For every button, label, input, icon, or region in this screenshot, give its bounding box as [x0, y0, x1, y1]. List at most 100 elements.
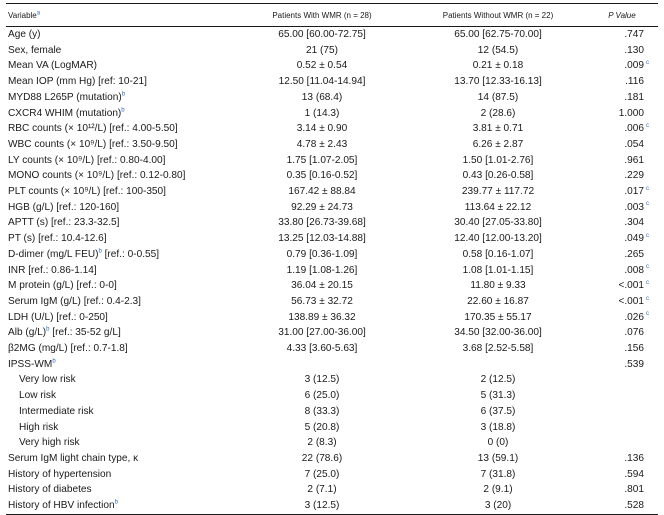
variable-label-suffix: [ref.: 35-52 g/L] [49, 327, 121, 339]
row-variable: Age (y) [6, 27, 234, 43]
variable-label: Intermediate risk [19, 405, 94, 417]
cell-with-wmr: 0.52 ± 0.54 [296, 60, 348, 72]
variable-label: Age (y) [8, 29, 41, 40]
p-value-text: .229 [624, 170, 644, 182]
variable-label: WBC counts (× 10⁹/L) [ref.: 3.50-9.50] [8, 138, 178, 150]
cell-without-wmr: 3 (20) [410, 498, 586, 515]
variable-label: MYD88 L265P (mutation) [8, 91, 122, 103]
variable-label: CXCR4 WHIM (mutation) [8, 107, 122, 119]
cell-p-value: .156 [586, 341, 658, 357]
cell-without-wmr: 65.00 [62.75-70.00] [454, 29, 542, 40]
table-row: Intermediate risk 8 (33.3) 6 (37.5) [6, 404, 658, 420]
variable-label: History of HBV infection [8, 500, 115, 512]
row-variable: Mean IOP (mm Hg) [ref: 10-21] [6, 74, 234, 90]
table-row: APTT (s) [ref.: 23.3-32.5] 33.80 [26.73-3… [6, 215, 658, 231]
footnote-marker: b [52, 358, 56, 365]
variable-label: Mean IOP (mm Hg) [ref: 10-21] [8, 76, 147, 88]
p-value-text: .116 [625, 76, 644, 88]
row-variable: Intermediate risk [6, 404, 234, 420]
row-variable: Serum IgM (g/L) [ref.: 0.4-2.3] [6, 294, 234, 310]
variable-label: IPSS-WM [8, 358, 53, 370]
table-row: High risk 5 (20.8) 3 (18.8) [6, 420, 658, 436]
results-table: Variablea Patients With WMR (n = 28) Pat… [6, 3, 658, 515]
cell-with-wmr: 8 (33.3) [304, 405, 340, 417]
cell-p-value: .528 [586, 498, 658, 515]
p-value-text: <.001 [618, 280, 644, 292]
header-variable-label: Variable [8, 10, 37, 20]
variable-label: Serum IgM (g/L) [ref.: 0.4-2.3] [8, 295, 141, 307]
cell-with-wmr: 1.19 [1.08-1.26] [286, 264, 358, 276]
footnote-marker: b [114, 499, 118, 506]
cell-without-wmr: 6.26 ± 2.87 [472, 138, 524, 150]
p-value-text: .136 [624, 452, 644, 464]
cell-p-value: .961 [586, 153, 658, 169]
p-value-text: .528 [624, 500, 644, 512]
cell-p-value: .747 [586, 27, 658, 43]
table-header: Variablea Patients With WMR (n = 28) Pat… [6, 3, 658, 27]
cell-p-value: .054 [586, 137, 658, 153]
header-row: Variablea Patients With WMR (n = 28) Pat… [6, 3, 658, 27]
p-value-text: .156 [624, 343, 644, 355]
row-variable: WBC counts (× 10⁹/L) [ref.: 3.50-9.50] [6, 137, 234, 153]
cell-with-wmr: 2 (8.3) [307, 437, 337, 449]
table-row: HGB (g/L) [ref.: 120-160] 92.29 ± 24.73 11… [6, 200, 658, 216]
p-value-text: .054 [624, 138, 644, 150]
p-value-text: .594 [624, 468, 644, 480]
cell-with-wmr: 13.25 [12.03-14.88] [278, 233, 366, 245]
p-value-text: .017 [624, 186, 644, 198]
cell-without-wmr: 239.77 ± 117.72 [461, 186, 535, 198]
table-row: LDH (U/L) [ref.: 0-250] 138.89 ± 36.32 170… [6, 310, 658, 326]
variable-label: β2MG (mg/L) [ref.: 0.7-1.8] [8, 343, 128, 355]
cell-with-wmr: 13 (68.4) [301, 91, 343, 103]
footnote-marker: b [121, 107, 125, 114]
variable-label: High risk [19, 421, 59, 433]
table-row: History of diabetes 2 (7.1) 2 (9.1) .801 [6, 482, 658, 498]
cell-without-wmr: 7 (31.8) [480, 468, 516, 480]
cell-p-value [586, 420, 658, 436]
row-variable: History of hypertension [6, 467, 234, 483]
p-value-text: .003 [624, 201, 644, 213]
header-without-wmr: Patients Without WMR (n = 22) [410, 3, 586, 27]
cell-p-value: .049 c [624, 232, 649, 245]
cell-p-value: 1.000 [586, 106, 658, 122]
table-row: M protein (g/L) [ref.: 0-0] 36.04 ± 20.15… [6, 278, 658, 294]
cell-p-value: .003 c [624, 201, 649, 213]
variable-label-suffix: [ref.: 0-0.55] [101, 248, 160, 260]
table-row: Serum IgM (g/L) [ref.: 0.4-2.3] 56.73 ± 3… [6, 294, 658, 310]
cell-p-value: <.001 c [618, 279, 649, 292]
cell-without-wmr: 3 (18.8) [480, 421, 516, 433]
variable-label: PLT counts (× 10⁹/L) [ref.: 100-350] [8, 186, 166, 198]
p-value-text: <.001 [618, 295, 644, 307]
cell-with-wmr: 2 (7.1) [307, 484, 337, 496]
cell-without-wmr: 13 (59.1) [477, 452, 519, 464]
cell-p-value: .304 [586, 215, 658, 231]
table-row: WBC counts (× 10⁹/L) [ref.: 3.50-9.50] 4.… [6, 137, 658, 153]
cell-with-wmr: 167.42 ± 88.84 [288, 186, 356, 198]
row-variable: MONO counts (× 10⁹/L) [ref.: 0.12-0.80] [6, 168, 234, 184]
cell-with-wmr: 4.33 [3.60-5.63] [286, 343, 358, 355]
row-variable: Very low risk [6, 372, 234, 388]
cell-p-value: .265 [586, 247, 658, 263]
cell-p-value [586, 372, 658, 388]
row-variable: Sex, female [6, 43, 234, 59]
cell-without-wmr: 12.40 [12.00-13.20] [454, 233, 542, 245]
p-value-text: .747 [624, 29, 644, 40]
row-variable: CXCR4 WHIM (mutation)b [6, 106, 234, 122]
cell-without-wmr: 0 (0) [487, 437, 509, 449]
header-p-value: P Value [586, 3, 658, 27]
row-variable: MYD88 L265P (mutation)b [6, 90, 234, 106]
p-value-text: .130 [624, 44, 644, 56]
cell-p-value: .026 c [624, 311, 649, 323]
cell-without-wmr: 113.64 ± 22.12 [464, 201, 532, 213]
cell-with-wmr: 138.89 ± 36.32 [288, 311, 356, 323]
cell-with-wmr [234, 357, 410, 373]
variable-label: Serum IgM light chain type, κ [8, 452, 139, 464]
row-variable: High risk [6, 420, 234, 436]
cell-p-value: .076 [586, 325, 658, 341]
cell-with-wmr: 56.73 ± 32.72 [291, 295, 353, 307]
row-variable: M protein (g/L) [ref.: 0-0] [6, 278, 234, 294]
p-value-text: .026 [624, 311, 644, 323]
cell-with-wmr: 0.79 [0.36-1.09] [286, 248, 358, 260]
cell-p-value: .181 [586, 90, 658, 106]
cell-without-wmr: 22.60 ± 16.87 [467, 295, 529, 307]
